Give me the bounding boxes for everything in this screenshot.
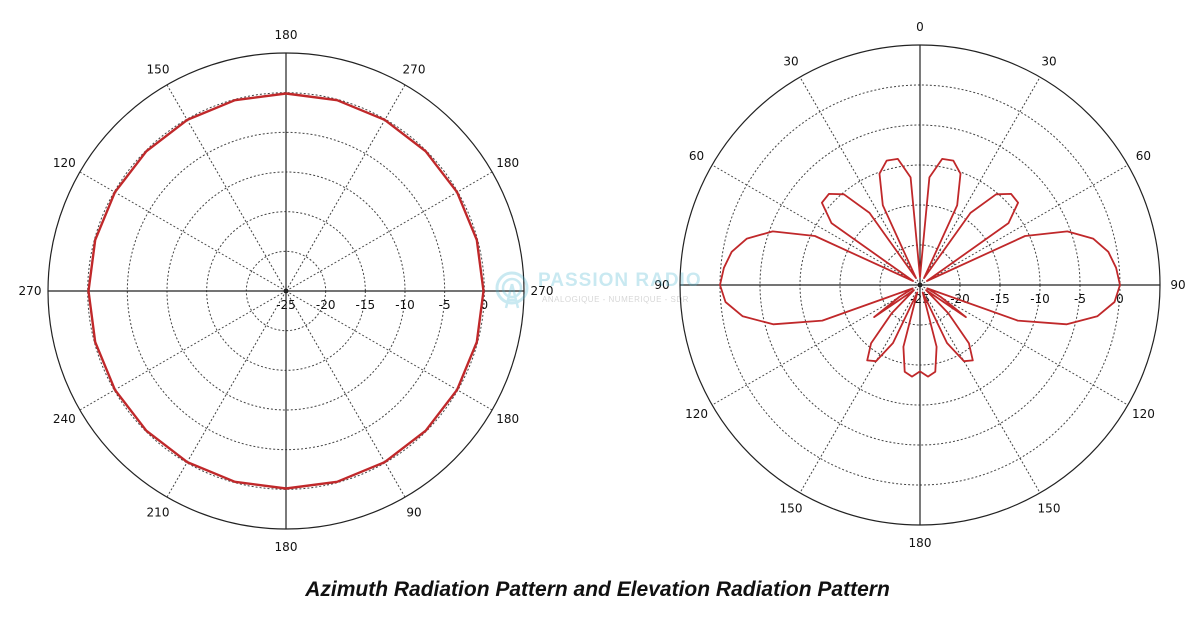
angle-label: 30 bbox=[1041, 55, 1056, 69]
radial-tick-label: -20 bbox=[950, 292, 970, 306]
angle-label: 210 bbox=[147, 506, 170, 520]
radial-tick-label: -5 bbox=[1074, 292, 1086, 306]
angle-label: 150 bbox=[780, 501, 803, 515]
grid-spoke bbox=[919, 164, 1129, 286]
grid-spoke bbox=[79, 290, 287, 411]
angle-label: 180 bbox=[496, 156, 519, 170]
elevation-polar-chart: -25 -20 -15 -10 -5 0 90 60 30 0 30 60 90 120 150 180 150… bbox=[654, 20, 1185, 550]
angle-label: 90 bbox=[406, 506, 421, 520]
angle-label: 150 bbox=[1038, 501, 1061, 515]
angle-label: 30 bbox=[783, 55, 798, 69]
figure-caption: Azimuth Radiation Pattern and Elevation … bbox=[305, 578, 890, 601]
angle-label: 180 bbox=[275, 28, 298, 42]
grid-spoke bbox=[799, 76, 921, 286]
pattern-trace bbox=[719, 158, 1121, 378]
angle-label: 270 bbox=[403, 62, 426, 76]
watermark-subtitle: ANALOGIQUE - NUMERIQUE - SDR bbox=[542, 295, 689, 304]
angle-label: 240 bbox=[53, 412, 76, 426]
angle-label: 120 bbox=[1132, 407, 1155, 421]
radial-tick-label: 0 bbox=[1116, 292, 1124, 306]
grid-spoke bbox=[711, 284, 921, 406]
radial-tick-label: -25 bbox=[276, 298, 296, 312]
angle-label: 90 bbox=[654, 278, 669, 292]
radial-tick-label: -5 bbox=[439, 298, 451, 312]
center-dot bbox=[283, 288, 289, 294]
radial-tick-label: -25 bbox=[910, 292, 930, 306]
angle-label: 60 bbox=[1136, 149, 1151, 163]
radial-tick-label: -20 bbox=[316, 298, 336, 312]
radial-tick-label: -15 bbox=[356, 298, 376, 312]
angle-label: 90 bbox=[1170, 278, 1185, 292]
angle-label: 180 bbox=[909, 536, 932, 550]
radial-tick-label: 0 bbox=[481, 298, 489, 312]
angle-label: 150 bbox=[147, 62, 170, 76]
angle-label: 270 bbox=[19, 284, 42, 298]
grid-spoke bbox=[285, 84, 406, 292]
grid-spoke bbox=[799, 284, 921, 494]
angle-label: 0 bbox=[916, 20, 924, 34]
angle-label: 180 bbox=[496, 412, 519, 426]
angle-label: 270 bbox=[531, 284, 554, 298]
radial-tick-label: -10 bbox=[1030, 292, 1050, 306]
center-dot bbox=[917, 282, 923, 288]
grid-spoke bbox=[919, 76, 1041, 286]
radial-tick-label: -15 bbox=[990, 292, 1010, 306]
watermark-title: PASSION RADIO bbox=[538, 270, 702, 291]
angle-label: 60 bbox=[689, 149, 704, 163]
radio-tower-logo-icon bbox=[495, 271, 529, 309]
azimuth-polar-chart: -25 -20 -15 -10 -5 0 270 180 270 180 150 120 270 240 2… bbox=[19, 28, 554, 554]
angle-label: 180 bbox=[275, 540, 298, 554]
grid-spoke bbox=[166, 84, 287, 292]
angle-label: 120 bbox=[685, 407, 708, 421]
watermark: PASSION RADIO ANALOGIQUE - NUMERIQUE - S… bbox=[492, 268, 742, 318]
radial-tick-label: -10 bbox=[395, 298, 415, 312]
grid-spoke bbox=[711, 164, 921, 286]
grid-spoke bbox=[919, 284, 1129, 406]
pattern-trace bbox=[87, 92, 485, 490]
grid-spoke bbox=[919, 284, 1041, 494]
angle-label: 120 bbox=[53, 156, 76, 170]
